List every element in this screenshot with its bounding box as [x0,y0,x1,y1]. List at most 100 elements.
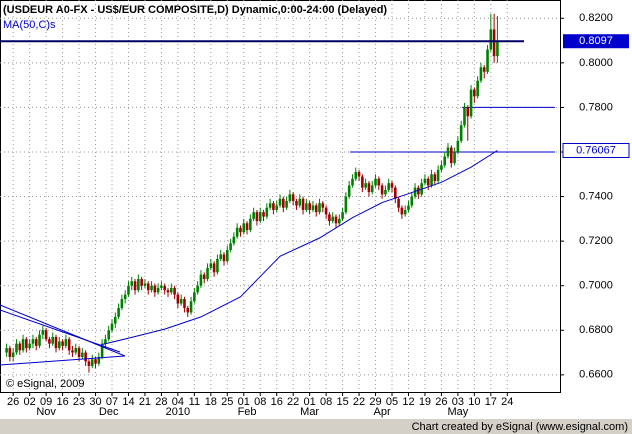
candle-body [479,67,483,81]
candle-body [84,352,87,362]
y-tick-label: 0.7800 [579,101,613,113]
candle-body [18,343,22,351]
x-tick-label: 11 [189,396,200,408]
candle-body [281,198,285,208]
candle-body [328,214,331,222]
candle-body [90,359,94,366]
y-tick-label: 0.8000 [579,57,613,69]
month-label: 2010 [166,406,190,418]
candle-body [150,285,153,291]
candle-body [71,350,74,353]
candle-body [212,263,216,273]
candle-body [87,361,91,366]
trend-line [0,355,126,366]
month-label: May [447,406,468,418]
last-price-label: 0.8097 [579,35,613,47]
candle-body [413,187,417,197]
candle-body [48,339,51,344]
candle-body [28,343,31,349]
candle-body [31,339,35,344]
trend-line [0,304,126,357]
candle-body [81,352,84,358]
candle-body [146,283,150,291]
x-tick-label: 19 [419,396,431,408]
candle-body [489,29,493,50]
candle-body [321,203,325,208]
candle-body [370,185,374,193]
candle-body [11,352,15,358]
candle-body [347,185,351,197]
candle-body [440,165,443,170]
x-tick-label: 12 [402,396,414,408]
candle-body [67,339,71,351]
ma-value-label: 0.76067 [576,144,616,156]
ma-value-box [562,142,630,158]
candle-body [268,203,272,208]
y-tick-label: 0.6600 [579,369,613,381]
candle-body [249,218,252,230]
candle-body [410,196,414,206]
candle-body [189,301,193,313]
legend-ma: MA(50,C)s [3,19,56,31]
candle-body [110,323,114,331]
candle-body [222,254,226,262]
candle-body [324,207,328,215]
candle-body [219,254,223,259]
candle-body [199,274,203,286]
candle-body [453,151,456,164]
x-tick-label: 01 [238,396,250,408]
x-tick-label: 30 [89,396,101,408]
candle-body [337,218,341,224]
candle-body [436,169,440,181]
candle-body [196,285,199,293]
candle-body [21,339,25,351]
candle-body [235,227,239,237]
candle-body [272,203,275,210]
candle-body [426,178,430,186]
candle-body [430,174,433,186]
candle-body [433,174,437,181]
candle-body [61,341,64,346]
candle-body [400,207,404,215]
candle-body [258,212,262,222]
candle-body [384,189,387,195]
candle-body [176,294,180,304]
candle-body [160,285,163,288]
candle-body [367,183,371,193]
candle-body [183,299,186,308]
candle-body [54,336,58,349]
candle-body [216,258,219,273]
candle-body [51,336,55,344]
y-tick-label: 0.7200 [579,235,613,247]
candle-body [64,339,68,346]
candle-body [229,243,232,251]
x-tick-label: 22 [287,396,299,408]
candle-body [288,194,292,202]
candle-body [239,227,242,233]
x-tick-label: 18 [205,396,217,408]
candle-body [38,334,41,346]
candle-body [193,292,196,302]
candle-body [255,212,259,222]
candle-body [354,172,358,179]
candle-body [456,140,460,152]
candle-body [278,198,282,206]
candle-body [291,194,295,202]
candle-body [334,216,338,224]
candle-body [123,294,127,300]
candle-body [156,287,160,293]
x-tick-label: 08 [254,396,266,408]
month-label: Dec [99,406,119,418]
candle-body [169,287,173,293]
x-tick-label: 26 [435,396,447,408]
candle-body [242,223,246,233]
x-tick-label: 15 [336,396,348,408]
candle-body [344,196,348,213]
x-tick-label: 07 [106,396,118,408]
candle-body [463,107,466,126]
last-price-box [563,34,629,49]
candle-body [107,330,111,340]
candle-body [262,212,265,217]
y-tick-label: 0.7000 [579,280,613,292]
